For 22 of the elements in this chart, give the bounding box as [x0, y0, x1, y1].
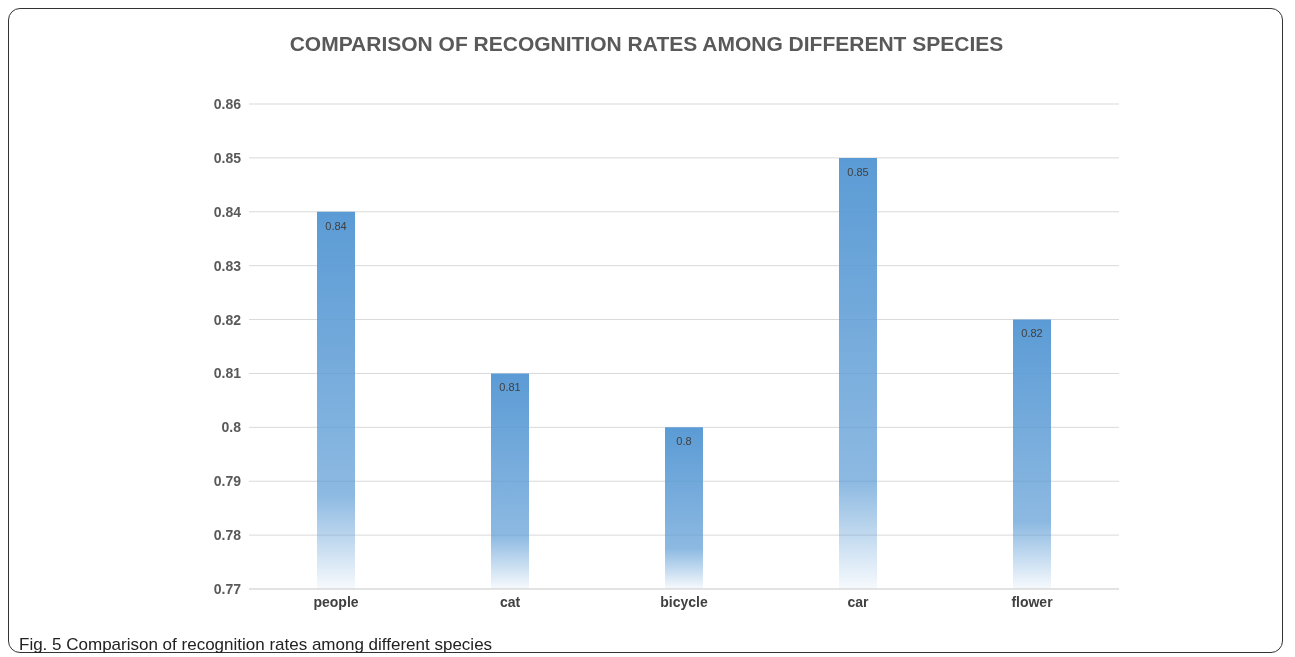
data-label: 0.84 [325, 219, 347, 232]
x-tick-label: bicycle [660, 593, 708, 610]
data-label: 0.81 [499, 381, 521, 394]
x-tick-label: people [313, 593, 359, 610]
y-tick-label: 0.82 [213, 311, 242, 328]
x-tick-label: cat [499, 593, 521, 610]
y-tick-label: 0.85 [213, 149, 242, 166]
y-tick-label: 0.81 [213, 365, 242, 382]
y-tick-label: 0.84 [213, 203, 242, 220]
data-label: 0.82 [1021, 327, 1043, 340]
y-tick-label: 0.8 [221, 419, 242, 436]
data-label: 0.8 [676, 435, 692, 448]
chart-title: COMPARISON OF RECOGNITION RATES AMONG DIFFERENT SPECIES [288, 31, 1005, 57]
x-tick-label: flower [1011, 593, 1054, 610]
y-tick-label: 0.78 [213, 527, 242, 544]
y-tick-label: 0.83 [213, 257, 242, 274]
data-label: 0.85 [847, 165, 869, 178]
caption: Fig. 5 Comparison of recognition rates among different species [19, 635, 493, 655]
y-tick-label: 0.77 [213, 580, 242, 597]
y-tick-label: 0.79 [213, 473, 242, 490]
y-tick-label: 0.86 [213, 95, 242, 112]
x-tick-label: car [847, 593, 870, 610]
